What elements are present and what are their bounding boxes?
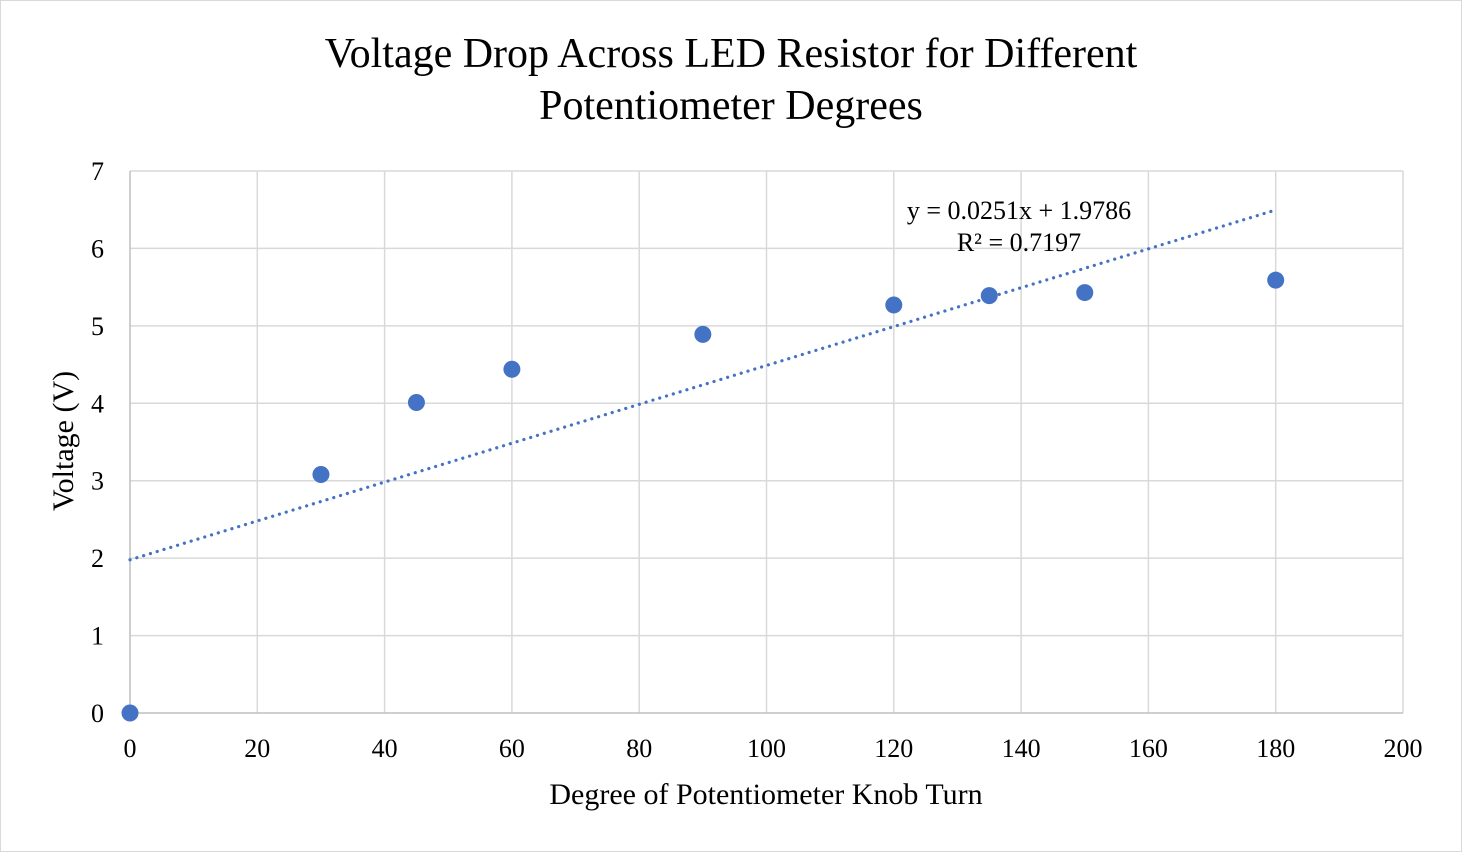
axes [129, 171, 1403, 714]
data-point-30 [312, 466, 330, 484]
x-tick-labels: 0 20 40 60 80 100 120 140 160 180 200 [124, 734, 1423, 763]
data-point-120 [885, 296, 903, 314]
y-tick-label-3: 3 [91, 467, 104, 496]
data-point-135 [980, 287, 998, 305]
y-tick-label-2: 2 [91, 544, 104, 573]
x-axis-title: Degree of Potentiometer Knob Turn [549, 778, 982, 811]
data-point-180 [1267, 271, 1285, 289]
x-tick-label-0: 0 [124, 734, 137, 763]
x-tick-label-40: 40 [372, 734, 398, 763]
y-tick-label-5: 5 [91, 312, 104, 341]
x-tick-label-20: 20 [244, 734, 270, 763]
chart-title-line-1: Voltage Drop Across LED Resistor for Dif… [325, 31, 1138, 77]
data-point-45 [407, 394, 425, 412]
trendline-r2-label: R² = 0.7197 [957, 228, 1081, 257]
y-tick-labels: 0 1 2 3 4 5 6 7 [91, 157, 104, 728]
x-tick-label-60: 60 [499, 734, 525, 763]
y-tick-label-6: 6 [91, 234, 104, 263]
x-tick-label-100: 100 [747, 734, 786, 763]
y-tick-label-0: 0 [91, 699, 104, 728]
gridlines [130, 170, 1404, 713]
data-point-0 [121, 704, 139, 722]
y-tick-label-4: 4 [91, 389, 104, 418]
y-tick-label-7: 7 [91, 157, 104, 186]
x-tick-label-80: 80 [626, 734, 652, 763]
data-point-90 [694, 325, 712, 343]
y-axis-title: Voltage (V) [47, 371, 80, 511]
trendline-equation-label: y = 0.0251x + 1.9786 [907, 196, 1131, 225]
data-point-150 [1076, 284, 1094, 302]
data-points [121, 271, 1285, 722]
x-tick-label-160: 160 [1129, 734, 1168, 763]
x-tick-label-180: 180 [1256, 734, 1295, 763]
y-tick-label-1: 1 [91, 622, 104, 651]
x-tick-label-140: 140 [1002, 734, 1041, 763]
trendline-group [128, 208, 1278, 562]
x-tick-label-120: 120 [874, 734, 913, 763]
linear-trendline [128, 208, 1278, 562]
x-tick-label-200: 200 [1384, 734, 1423, 763]
data-point-60 [503, 360, 521, 378]
chart-title-line-2: Potentiometer Degrees [539, 83, 923, 129]
